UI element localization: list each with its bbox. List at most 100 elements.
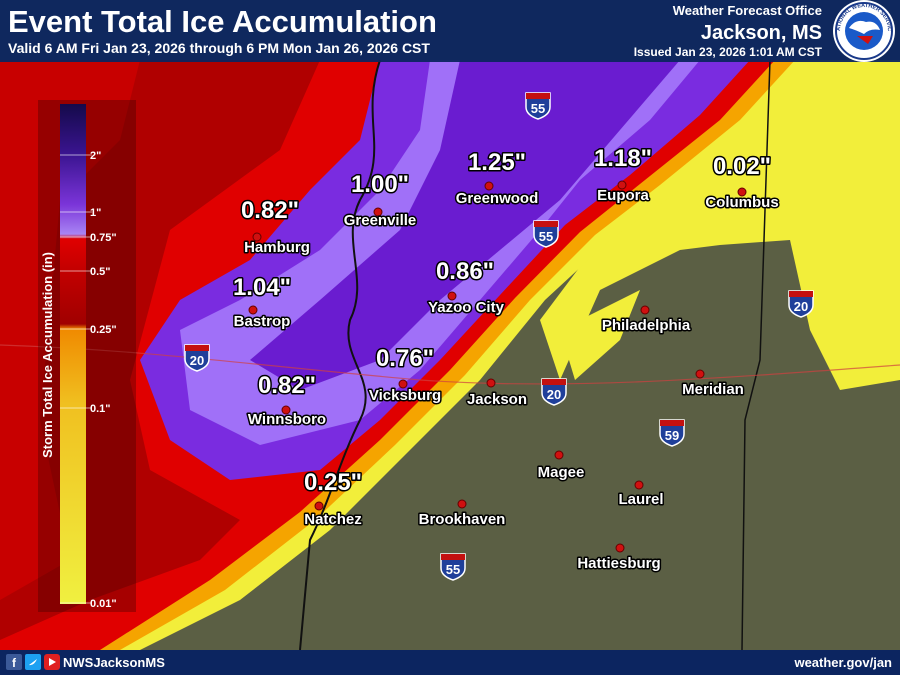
header-bar	[0, 0, 900, 62]
city-dot	[252, 232, 262, 242]
city-dot	[634, 480, 644, 490]
city-name: Eupora	[597, 187, 649, 204]
city-dot	[737, 187, 747, 197]
interstate-shield: 20	[541, 378, 567, 406]
city-name: Yazoo City	[428, 299, 505, 316]
footer-url: weather.gov/jan	[793, 655, 892, 670]
ice-amount: 1.25"	[468, 149, 526, 176]
shield-body	[440, 553, 466, 581]
shield-top	[542, 379, 566, 385]
city-name: Bastrop	[234, 313, 291, 330]
highways: 55 55 55 20 20 20 59	[184, 92, 814, 581]
ice-zone-purple	[250, 60, 680, 390]
legend-title: Storm Total Ice Accumulation (in)	[40, 252, 55, 458]
footer-bar	[0, 650, 900, 675]
city-name: Meridian	[682, 381, 744, 398]
social-icons: f	[6, 654, 60, 670]
ice-zone-red	[0, 60, 140, 600]
river	[299, 59, 381, 651]
city-dot	[314, 501, 324, 511]
shield-number: 59	[665, 428, 679, 443]
road	[0, 344, 900, 385]
state-line	[741, 59, 771, 651]
shield-body	[184, 344, 210, 372]
city-dot	[484, 181, 494, 191]
city-name: Greenville	[344, 212, 417, 229]
shield-number: 20	[794, 299, 808, 314]
city-name: Philadelphia	[602, 317, 691, 334]
shield-number: 55	[539, 229, 553, 244]
legend-label: 1"	[90, 207, 101, 219]
ice-amount: 0.82"	[258, 372, 316, 399]
city-name: Columbus	[705, 194, 778, 211]
shield-top	[660, 420, 684, 426]
city-dot	[373, 207, 383, 217]
city-name: Hamburg	[244, 239, 310, 256]
ice-amount: 0.86"	[436, 258, 494, 285]
shield-top	[526, 93, 550, 99]
svg-text:f: f	[12, 656, 17, 670]
city-dot	[695, 369, 705, 379]
shield-top	[534, 221, 558, 227]
city-name: Hattiesburg	[577, 555, 660, 572]
interstate-shield: 55	[533, 220, 559, 248]
interstate-shield: 59	[659, 419, 685, 447]
legend-label: 0.25"	[90, 324, 117, 336]
shield-top	[789, 291, 813, 297]
legend-label: 2"	[90, 150, 101, 162]
shield-body	[533, 220, 559, 248]
city-dot	[398, 379, 408, 389]
city-dot	[457, 499, 467, 509]
ice-amount: 1.00"	[351, 171, 409, 198]
ice-amount: 1.04"	[233, 274, 291, 301]
city-name: Magee	[538, 464, 585, 481]
ice-amount: 0.02"	[713, 153, 771, 180]
city-dot	[248, 305, 258, 315]
legend-label: 0.75"	[90, 232, 117, 244]
city-dot	[554, 450, 564, 460]
shield-top	[185, 345, 209, 351]
city-dot	[281, 405, 291, 415]
subtitle: Valid 6 AM Fri Jan 23, 2026 through 6 PM…	[8, 40, 430, 56]
ice-amount: 0.25"	[304, 469, 362, 496]
shield-body	[659, 419, 685, 447]
interstate-shield: 55	[525, 92, 551, 120]
legend-label: 0.1"	[90, 403, 111, 415]
city-dot	[486, 378, 496, 388]
city-name: Winnsboro	[248, 411, 326, 428]
location: Jackson, MS	[701, 22, 822, 44]
footer-handle: NWSJacksonMS	[63, 655, 165, 670]
city-dot	[447, 291, 457, 301]
shield-body	[788, 290, 814, 318]
office: Weather Forecast Office	[673, 3, 822, 18]
city-name: Vicksburg	[369, 387, 441, 404]
legend-bar	[60, 104, 86, 604]
shield-body	[525, 92, 551, 120]
city-dot	[640, 305, 650, 315]
ice-amount: 0.82"	[241, 197, 299, 224]
legend-label: 0.5"	[90, 266, 111, 278]
title: Event Total Ice Accumulation	[8, 4, 437, 39]
city-name: Greenwood	[456, 190, 539, 207]
interstate-shield: 55	[440, 553, 466, 581]
issued: Issued Jan 23, 2026 1:01 AM CST	[634, 45, 823, 59]
interstate-shield: 20	[788, 290, 814, 318]
shield-number: 55	[446, 562, 460, 577]
ice-amount: 1.18"	[594, 145, 652, 172]
city-dot	[615, 543, 625, 553]
shield-number: 20	[547, 387, 561, 402]
shield-number: 20	[190, 353, 204, 368]
legend-labels: 2" 1" 0.75" 0.5" 0.25" 0.1" 0.01"	[60, 150, 117, 610]
city-name: Brookhaven	[419, 511, 506, 528]
shield-body	[541, 378, 567, 406]
interstate-shield: 20	[184, 344, 210, 372]
city-name: Natchez	[304, 511, 362, 528]
city-name: Jackson	[467, 391, 527, 408]
ice-zone-yellow	[560, 290, 640, 380]
city-dot	[617, 180, 627, 190]
city-name: Laurel	[618, 491, 663, 508]
shield-top	[441, 554, 465, 560]
legend-box	[38, 100, 136, 612]
